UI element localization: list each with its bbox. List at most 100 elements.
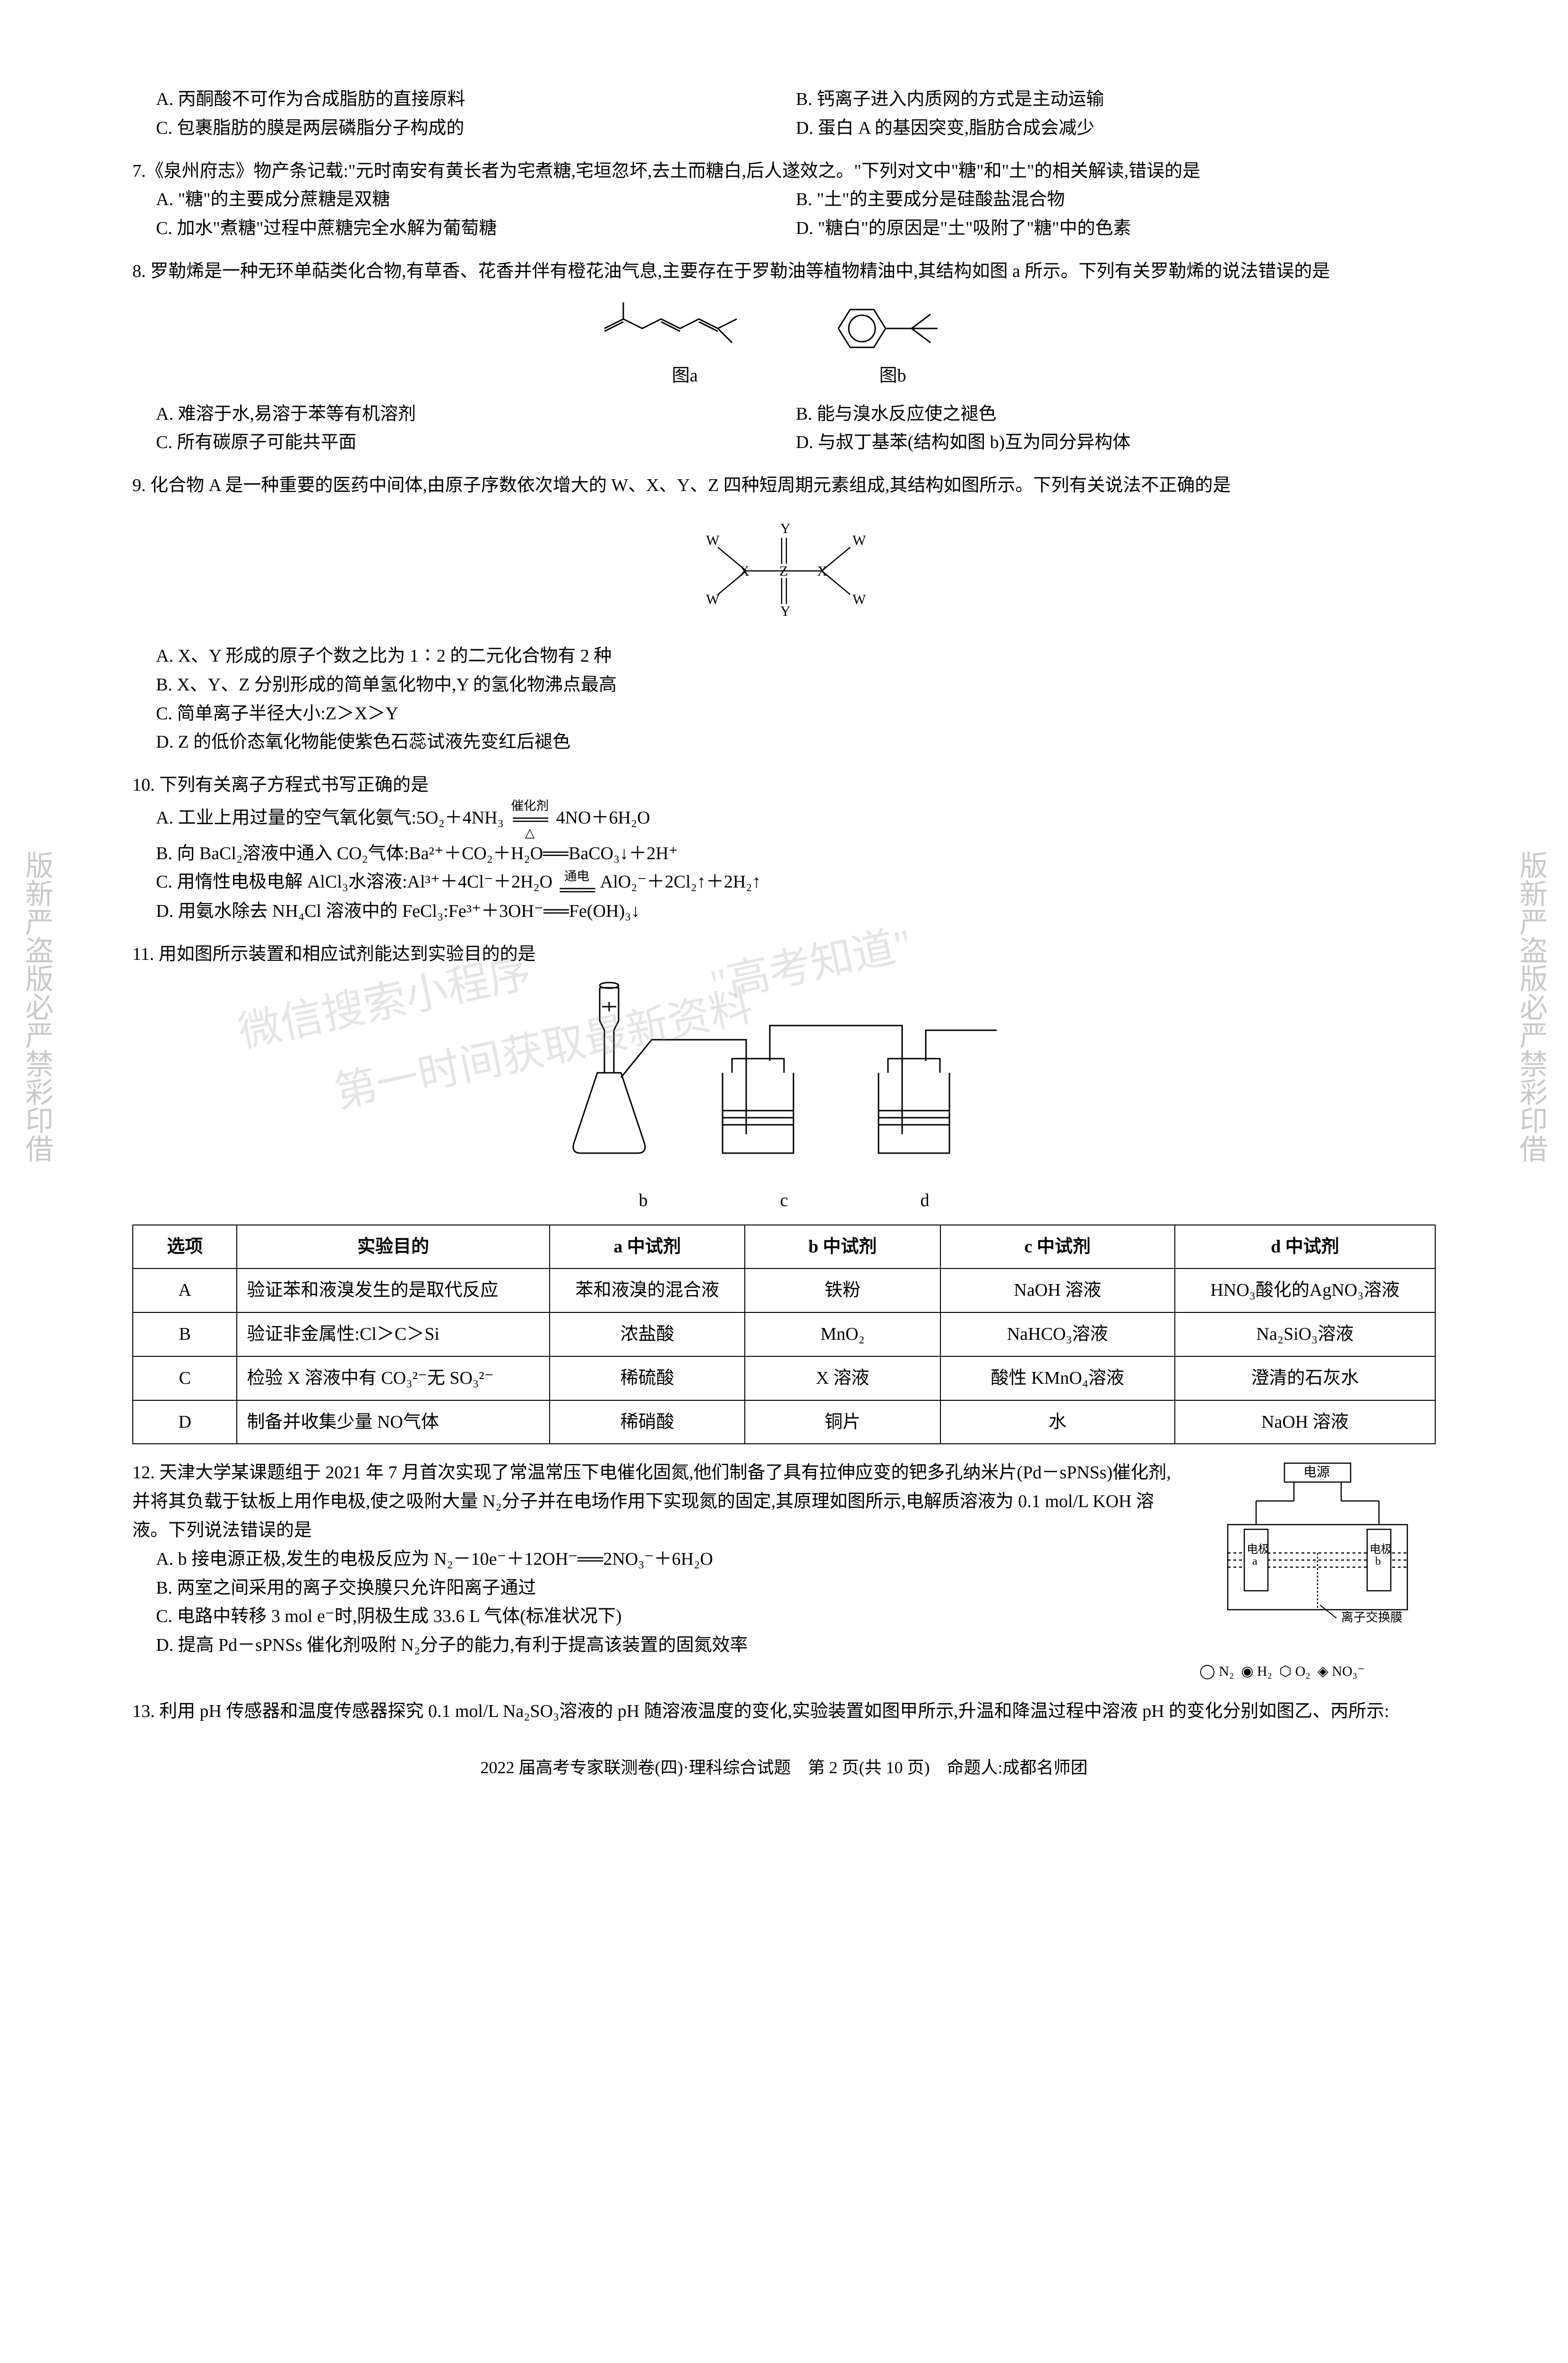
q12-opt-b: B. 两室之间采用的离子交换膜只允许阳离子通过 xyxy=(132,1574,1185,1603)
svg-text:离子交换膜: 离子交换膜 xyxy=(1341,1611,1403,1624)
q8-diagram-b: 图b xyxy=(812,295,973,390)
svg-text:W: W xyxy=(706,533,720,548)
svg-text:Y: Y xyxy=(780,521,791,536)
svg-text:X: X xyxy=(817,563,827,579)
q12-opt-a: A. b 接电源正极,发生的电极反应为 N₂－10e⁻＋12OH⁻══2NO₃⁻… xyxy=(132,1545,1185,1574)
page-footer: 2022 届高考专家联测卷(四)·理科综合试题 第 2 页(共 10 页) 命题… xyxy=(132,1754,1436,1782)
q7: 7.《泉州府志》物产条记载:"元时南安有黄长者为宅煮糖,宅垣忽坏,去土而糖白,后… xyxy=(132,157,1436,243)
th-2: a 中试剂 xyxy=(550,1225,745,1269)
svg-text:Z: Z xyxy=(779,563,788,579)
table-cell: 验证苯和液溴发生的是取代反应 xyxy=(237,1268,549,1312)
table-cell: NaOH 溶液 xyxy=(1175,1400,1435,1444)
q8: 8. 罗勒烯是一种无环单萜类化合物,有草香、花香并伴有橙花油气息,主要存在于罗勒… xyxy=(132,257,1436,457)
table-cell: NaOH 溶液 xyxy=(940,1268,1175,1312)
svg-text:W: W xyxy=(706,592,720,607)
q8-opt-c: C. 所有碳原子可能共平面 xyxy=(156,428,796,457)
svg-text:Y: Y xyxy=(780,604,791,619)
th-3: b 中试剂 xyxy=(745,1225,940,1269)
th-5: d 中试剂 xyxy=(1175,1225,1435,1269)
svg-text:电极: 电极 xyxy=(1247,1543,1269,1556)
th-1: 实验目的 xyxy=(237,1225,549,1269)
svg-text:电极: 电极 xyxy=(1370,1543,1392,1556)
q13: 13. 利用 pH 传感器和温度传感器探究 0.1 mol/L Na₂SO₃溶液… xyxy=(132,1697,1436,1726)
table-row: C检验 X 溶液中有 CO₃²⁻无 SO₃²⁻稀硫酸X 溶液酸性 KMnO₄溶液… xyxy=(133,1356,1435,1400)
q9-opt-d: D. Z 的低价态氧化物能使紫色石蕊试液先变红后褪色 xyxy=(132,728,1436,757)
q8-diagram-a: 图a xyxy=(595,295,775,390)
table-cell: 验证非金属性:Cl＞C＞Si xyxy=(237,1312,549,1356)
q8-opt-d: D. 与叔丁基苯(结构如图 b)互为同分异构体 xyxy=(796,428,1436,457)
q13-stem: 13. 利用 pH 传感器和温度传感器探究 0.1 mol/L Na₂SO₃溶液… xyxy=(132,1697,1436,1726)
svg-text:W: W xyxy=(853,533,866,548)
table-cell: 检验 X 溶液中有 CO₃²⁻无 SO₃²⁻ xyxy=(237,1356,549,1400)
q12-stem: 12. 天津大学某课题组于 2021 年 7 月首次实现了常温常压下电催化固氮,… xyxy=(132,1458,1185,1544)
q9-opt-c: C. 简单离子半径大小:Z＞X＞Y xyxy=(132,699,1436,728)
svg-text:W: W xyxy=(853,592,866,607)
q8-stem: 8. 罗勒烯是一种无环单萜类化合物,有草香、花香并伴有橙花油气息,主要存在于罗勒… xyxy=(132,257,1436,286)
table-row: B验证非金属性:Cl＞C＞Si浓盐酸MnO₂NaHCO₃溶液Na₂SiO₃溶液 xyxy=(133,1312,1435,1356)
svg-text:X: X xyxy=(739,563,750,579)
table-cell: A xyxy=(133,1268,237,1312)
table-cell: 浓盐酸 xyxy=(550,1312,745,1356)
q10: 10. 下列有关离子方程式书写正确的是 A. 工业上用过量的空气氧化氨气:5O₂… xyxy=(132,771,1436,926)
table-cell: HNO₃酸化的AgNO₃溶液 xyxy=(1175,1268,1435,1312)
q8-label-b: 图b xyxy=(812,362,973,390)
table-row: A验证苯和液溴发生的是取代反应苯和液溴的混合液铁粉NaOH 溶液HNO₃酸化的A… xyxy=(133,1268,1435,1312)
q10-stem: 10. 下列有关离子方程式书写正确的是 xyxy=(132,771,1436,800)
q6-options: A. 丙酮酸不可作为合成脂肪的直接原料 B. 钙离子进入内质网的方式是主动运输 … xyxy=(132,85,1436,143)
table-cell: 铁粉 xyxy=(745,1268,940,1312)
table-cell: Na₂SiO₃溶液 xyxy=(1175,1312,1435,1356)
q10-opt-b: B. 向 BaCl₂溶液中通入 CO₂气体:Ba²⁺＋CO₂＋H₂O══BaCO… xyxy=(132,839,1436,868)
table-cell: NaHCO₃溶液 xyxy=(940,1312,1175,1356)
table-cell: X 溶液 xyxy=(745,1356,940,1400)
q11-label-c: c xyxy=(780,1186,788,1215)
side-text-right: 版新严盗版必严禁彩印借 xyxy=(1508,851,1554,1163)
table-cell: 苯和液溴的混合液 xyxy=(550,1268,745,1312)
q12-diagram: 电源 电极 a 电极 b 离子交换膜 xyxy=(1199,1458,1436,1683)
table-cell: 酸性 KMnO₄溶液 xyxy=(940,1356,1175,1400)
q9-opt-b: B. X、Y、Z 分别形成的简单氢化物中,Y 的氢化物沸点最高 xyxy=(132,671,1436,699)
q8-opt-b: B. 能与溴水反应使之褪色 xyxy=(796,400,1436,429)
q7-opt-c: C. 加水"煮糖"过程中蔗糖完全水解为葡萄糖 xyxy=(156,214,796,243)
q7-opt-a: A. "糖"的主要成分蔗糖是双糖 xyxy=(156,185,796,214)
q7-opt-d: D. "糖白"的原因是"土"吸附了"糖"中的色素 xyxy=(796,214,1436,243)
q9: 9. 化合物 A 是一种重要的医药中间体,由原子序数依次增大的 W、X、Y、Z … xyxy=(132,471,1436,757)
table-row: D制备并收集少量 NO气体稀硝酸铜片水NaOH 溶液 xyxy=(133,1400,1435,1444)
q12-opt-d: D. 提高 Pd－sPNSs 催化剂吸附 N₂分子的能力,有利于提高该装置的固氮… xyxy=(132,1631,1185,1660)
table-cell: B xyxy=(133,1312,237,1356)
q11-stem: 11. 用如图所示装置和相应试剂能达到实验目的的是 xyxy=(132,940,1436,969)
q8-label-a: 图a xyxy=(595,362,775,390)
th-4: c 中试剂 xyxy=(940,1225,1175,1269)
q12-legend: ◯ N₂ ◉ H₂ ⬡ O₂ ◈ NO₃⁻ xyxy=(1199,1660,1436,1683)
table-cell: MnO₂ xyxy=(745,1312,940,1356)
q11-label-d: d xyxy=(920,1186,929,1215)
q8-opt-a: A. 难溶于水,易溶于苯等有机溶剂 xyxy=(156,400,796,429)
q11: 11. 用如图所示装置和相应试剂能达到实验目的的是 微信搜索小程序 "高考知道"… xyxy=(132,940,1436,1445)
q6-opt-a: A. 丙酮酸不可作为合成脂肪的直接原料 xyxy=(156,85,796,114)
svg-text:电源: 电源 xyxy=(1303,1465,1330,1480)
svg-text:a: a xyxy=(1252,1555,1258,1568)
q10-opt-a: A. 工业上用过量的空气氧化氨气:5O₂＋4NH₃ 催化剂 ═══ △ 4NO＋… xyxy=(132,800,1436,839)
th-0: 选项 xyxy=(133,1225,237,1269)
side-text-left: 版新严盗版必严禁彩印借 xyxy=(14,851,60,1163)
q6-opt-d: D. 蛋白 A 的基因突变,脂肪合成会减少 xyxy=(796,114,1436,143)
table-cell: 水 xyxy=(940,1400,1175,1444)
table-cell: 稀硝酸 xyxy=(550,1400,745,1444)
table-cell: D xyxy=(133,1400,237,1444)
q11-label-b: b xyxy=(639,1186,648,1215)
q6-opt-b: B. 钙离子进入内质网的方式是主动运输 xyxy=(796,85,1436,114)
table-cell: 铜片 xyxy=(745,1400,940,1444)
svg-text:b: b xyxy=(1375,1555,1381,1568)
table-cell: 澄清的石灰水 xyxy=(1175,1356,1435,1400)
table-cell: C xyxy=(133,1356,237,1400)
q11-table: 选项 实验目的 a 中试剂 b 中试剂 c 中试剂 d 中试剂 A验证苯和液溴发… xyxy=(132,1225,1436,1445)
q10-opt-d: D. 用氨水除去 NH₄Cl 溶液中的 FeCl₃:Fe³⁺＋3OH⁻══Fe(… xyxy=(132,897,1436,926)
table-cell: 稀硫酸 xyxy=(550,1356,745,1400)
q6-opt-c: C. 包裹脂肪的膜是两层磷脂分子构成的 xyxy=(156,114,796,143)
q9-stem: 9. 化合物 A 是一种重要的医药中间体,由原子序数依次增大的 W、X、Y、Z … xyxy=(132,471,1436,500)
q9-structure: W W W W X X Z Y Y xyxy=(685,509,883,632)
q11-apparatus xyxy=(500,978,1068,1177)
table-cell: 制备并收集少量 NO气体 xyxy=(237,1400,549,1444)
table-header-row: 选项 实验目的 a 中试剂 b 中试剂 c 中试剂 d 中试剂 xyxy=(133,1225,1435,1269)
q7-stem: 7.《泉州府志》物产条记载:"元时南安有黄长者为宅煮糖,宅垣忽坏,去土而糖白,后… xyxy=(132,157,1436,186)
q9-opt-a: A. X、Y 形成的原子个数之比为 1∶2 的二元化合物有 2 种 xyxy=(132,642,1436,671)
